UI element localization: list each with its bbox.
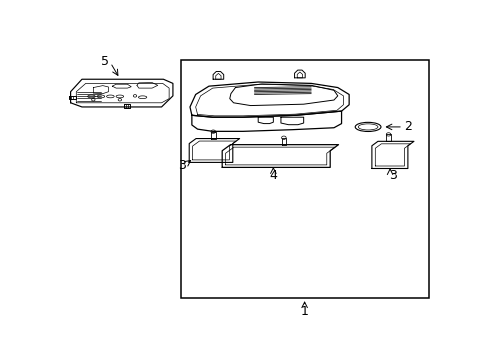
Text: 5: 5 xyxy=(101,55,108,68)
Bar xyxy=(180,60,428,298)
Ellipse shape xyxy=(358,124,377,130)
Text: 4: 4 xyxy=(269,168,277,182)
Text: 1: 1 xyxy=(300,305,308,318)
Text: 2: 2 xyxy=(403,120,411,134)
Ellipse shape xyxy=(354,122,380,131)
Text: 3: 3 xyxy=(177,159,185,172)
Text: 3: 3 xyxy=(389,169,397,182)
